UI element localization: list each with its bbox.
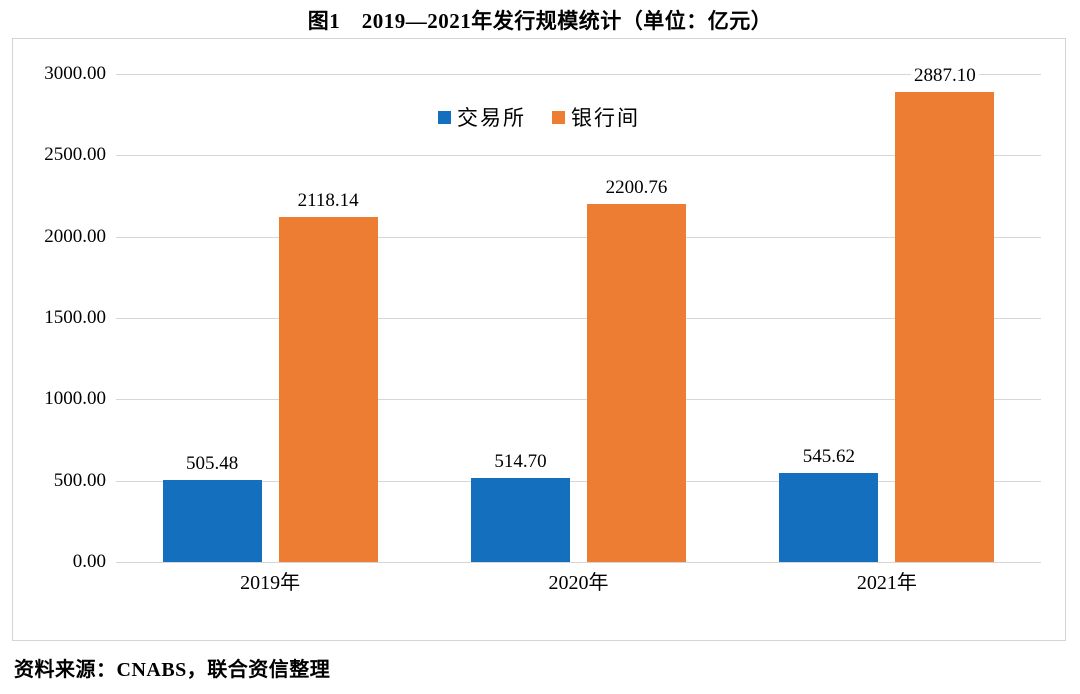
value-label: 2118.14 (294, 189, 362, 213)
y-tick-label: 1000.00 (44, 388, 106, 410)
legend-label: 银行间 (571, 106, 640, 130)
chart-title: 图1 2019—2021年发行规模统计（单位：亿元） (307, 9, 773, 33)
value-label: 2887.10 (910, 64, 979, 88)
bar-2019年-银行间 (278, 217, 378, 562)
gridline (116, 318, 1041, 319)
legend-label: 交易所 (457, 106, 526, 130)
bar-2020年-银行间 (587, 204, 686, 562)
legend-swatch-icon (552, 110, 565, 124)
bar-2021年-交易所 (779, 473, 879, 562)
legend-swatch-icon (438, 110, 451, 124)
legend-item-交易所: 交易所 (438, 102, 526, 132)
value-label: 2200.76 (602, 176, 671, 199)
y-tick-label: 3000.00 (44, 63, 106, 84)
gridline (116, 480, 1041, 482)
value-label: 505.48 (183, 451, 242, 475)
chart-frame: 0.00 500.00 1000.00 1500.00 2000.00 2500.00 30… (12, 38, 1066, 641)
legend-item-银行间: 银行间 (552, 102, 640, 132)
plot-area: 0.00 500.00 1000.00 1500.00 2000.00 2500.00 30… (44, 63, 1041, 594)
chart-legend: 交易所 银行间 (438, 102, 640, 132)
gridline (116, 236, 1041, 238)
gridline (116, 74, 1041, 75)
y-tick-label: 2000.00 (44, 225, 106, 247)
x-tick-label: 2020年 (548, 572, 609, 594)
bar-2021年-银行间 (895, 92, 995, 562)
y-tick-label: 2500.00 (44, 144, 106, 166)
x-tick-label: 2019年 (240, 572, 301, 594)
y-tick-label: 0.00 (72, 551, 106, 572)
gridline (116, 399, 1041, 401)
x-tick-label: 2021年 (856, 572, 917, 594)
y-tick-label: 1500.00 (44, 307, 106, 328)
value-label: 545.62 (799, 445, 858, 469)
y-tick-label: 500.00 (53, 469, 106, 491)
gridline (116, 562, 1041, 563)
bar-2020年-交易所 (471, 478, 570, 562)
source-note: 资料来源：CNABS，联合资信整理 (14, 659, 331, 681)
bar-2019年-交易所 (162, 479, 262, 562)
value-label: 514.70 (491, 450, 550, 474)
gridline (116, 155, 1041, 157)
